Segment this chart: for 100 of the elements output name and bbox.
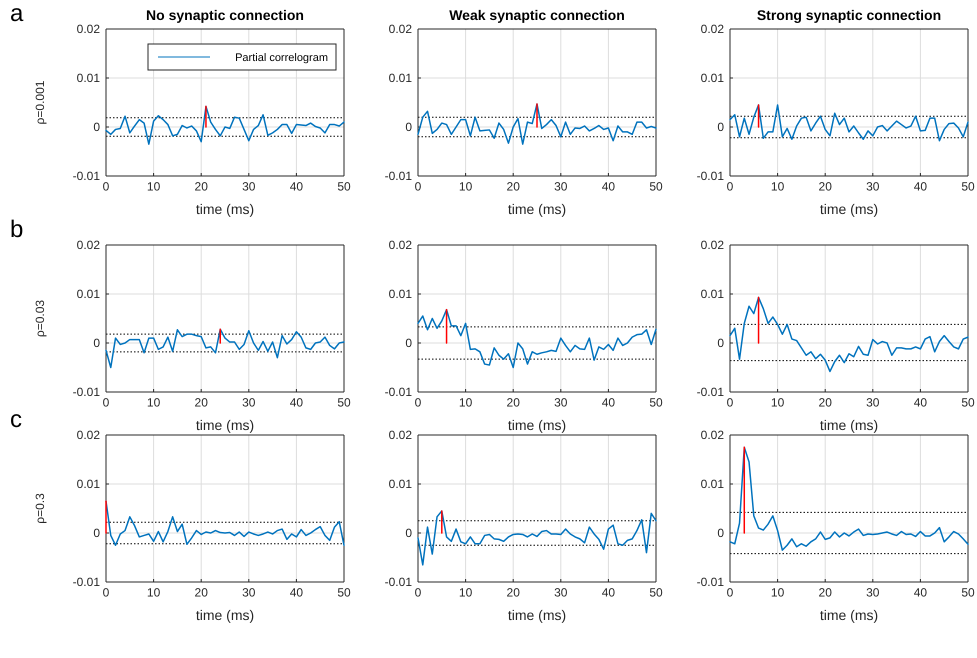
y-tick-label: -0.01: [384, 168, 412, 183]
y-axis-title: ρ=0.3: [33, 492, 47, 524]
x-tick-label: 20: [818, 586, 832, 600]
line-series: [417, 308, 657, 368]
chart-title: Weak synaptic connection: [449, 7, 625, 23]
y-tick-label: 0.02: [388, 428, 412, 442]
x-tick-label: 30: [866, 180, 880, 194]
x-tick-label: 20: [194, 180, 208, 194]
y-tick-label: 0.01: [76, 70, 100, 85]
x-tick-label: 0: [102, 180, 110, 194]
x-tick-label: 0: [726, 180, 734, 194]
y-tick-label: 0: [405, 120, 412, 134]
x-tick-label: 30: [242, 396, 256, 410]
x-axis-title: time (ms): [820, 201, 878, 217]
y-tick-label: 0.01: [76, 286, 100, 301]
x-tick-label: 50: [649, 586, 663, 600]
x-tick-label: 40: [290, 396, 304, 410]
x-tick-label: 30: [554, 586, 568, 600]
x-tick-label: 0: [102, 586, 110, 600]
y-tick-label: -0.01: [696, 168, 724, 183]
x-tick-label: 30: [242, 586, 256, 600]
x-tick-label: 20: [818, 180, 832, 194]
line-series: [729, 104, 969, 142]
x-tick-label: 40: [602, 586, 616, 600]
x-axis-title: time (ms): [820, 607, 878, 623]
y-tick-label: 0.01: [700, 70, 724, 85]
y-tick-label: 0.01: [388, 70, 412, 85]
y-tick-label: 0.02: [76, 238, 100, 252]
x-tick-label: 30: [242, 180, 256, 194]
x-axis-title: time (ms): [820, 417, 878, 433]
y-tick-label: 0: [717, 526, 724, 540]
x-tick-label: 10: [458, 396, 473, 410]
x-tick-label: 10: [146, 586, 161, 600]
x-tick-label: 40: [914, 180, 928, 194]
x-tick-label: 0: [414, 586, 422, 600]
y-tick-label: -0.01: [72, 168, 100, 183]
y-tick-label: -0.01: [384, 574, 412, 589]
line-series: [105, 106, 345, 145]
y-tick-label: 0: [717, 336, 724, 350]
y-tick-label: 0.02: [76, 22, 100, 36]
y-axis-title: ρ=0.03: [33, 300, 47, 338]
x-tick-label: 10: [770, 396, 785, 410]
x-tick-label: 0: [102, 396, 110, 410]
y-tick-label: 0.02: [388, 22, 412, 36]
text: a: [10, 0, 24, 27]
y-tick-label: 0.02: [700, 428, 724, 442]
x-tick-label: 50: [337, 586, 351, 600]
x-tick-label: 50: [337, 396, 351, 410]
x-tick-label: 50: [649, 396, 663, 410]
x-tick-label: 20: [506, 180, 520, 194]
y-tick-label: -0.01: [696, 574, 724, 589]
x-tick-label: 30: [554, 180, 568, 194]
x-tick-label: 20: [194, 396, 208, 410]
x-tick-label: 30: [866, 586, 880, 600]
line-series: [417, 510, 657, 566]
text: c: [10, 406, 22, 433]
x-axis-title: time (ms): [196, 417, 254, 433]
y-tick-label: 0: [717, 120, 724, 134]
line-series: [105, 328, 345, 368]
x-tick-label: 10: [770, 180, 785, 194]
y-tick-label: -0.01: [696, 384, 724, 399]
y-tick-label: 0: [93, 336, 100, 350]
y-tick-label: 0.02: [388, 238, 412, 252]
x-tick-label: 40: [602, 180, 616, 194]
x-tick-label: 0: [414, 180, 422, 194]
x-tick-label: 50: [961, 396, 975, 410]
x-axis-title: time (ms): [508, 201, 566, 217]
line-series: [105, 500, 345, 546]
y-tick-label: 0.02: [700, 238, 724, 252]
x-axis-title: time (ms): [196, 607, 254, 623]
y-axis-title: ρ=0.001: [33, 80, 47, 124]
chart-title: Strong synaptic connection: [756, 7, 942, 23]
y-tick-label: 0: [93, 526, 100, 540]
chart-title: No synaptic connection: [146, 7, 304, 23]
x-tick-label: 50: [961, 180, 975, 194]
line-series: [729, 296, 969, 372]
y-tick-label: 0: [93, 120, 100, 134]
x-tick-label: 20: [818, 396, 832, 410]
y-tick-label: 0.01: [76, 476, 100, 491]
x-tick-label: 10: [146, 180, 161, 194]
y-tick-label: -0.01: [72, 384, 100, 399]
legend-label: Partial correlogram: [235, 52, 328, 64]
y-tick-label: 0.02: [76, 428, 100, 442]
x-axis-title: time (ms): [508, 607, 566, 623]
x-tick-label: 10: [458, 180, 473, 194]
x-tick-label: 10: [458, 586, 473, 600]
y-tick-label: -0.01: [384, 384, 412, 399]
x-tick-label: 20: [194, 586, 208, 600]
y-tick-label: -0.01: [72, 574, 100, 589]
x-tick-label: 40: [290, 586, 304, 600]
y-tick-label: 0.01: [388, 476, 412, 491]
x-axis-title: time (ms): [196, 201, 254, 217]
x-axis-title: time (ms): [508, 417, 566, 433]
y-tick-label: 0.01: [700, 286, 724, 301]
x-tick-label: 40: [914, 396, 928, 410]
x-tick-label: 0: [726, 396, 734, 410]
y-tick-label: 0.01: [388, 286, 412, 301]
y-tick-label: 0: [405, 526, 412, 540]
x-tick-label: 50: [337, 180, 351, 194]
x-tick-label: 30: [866, 396, 880, 410]
